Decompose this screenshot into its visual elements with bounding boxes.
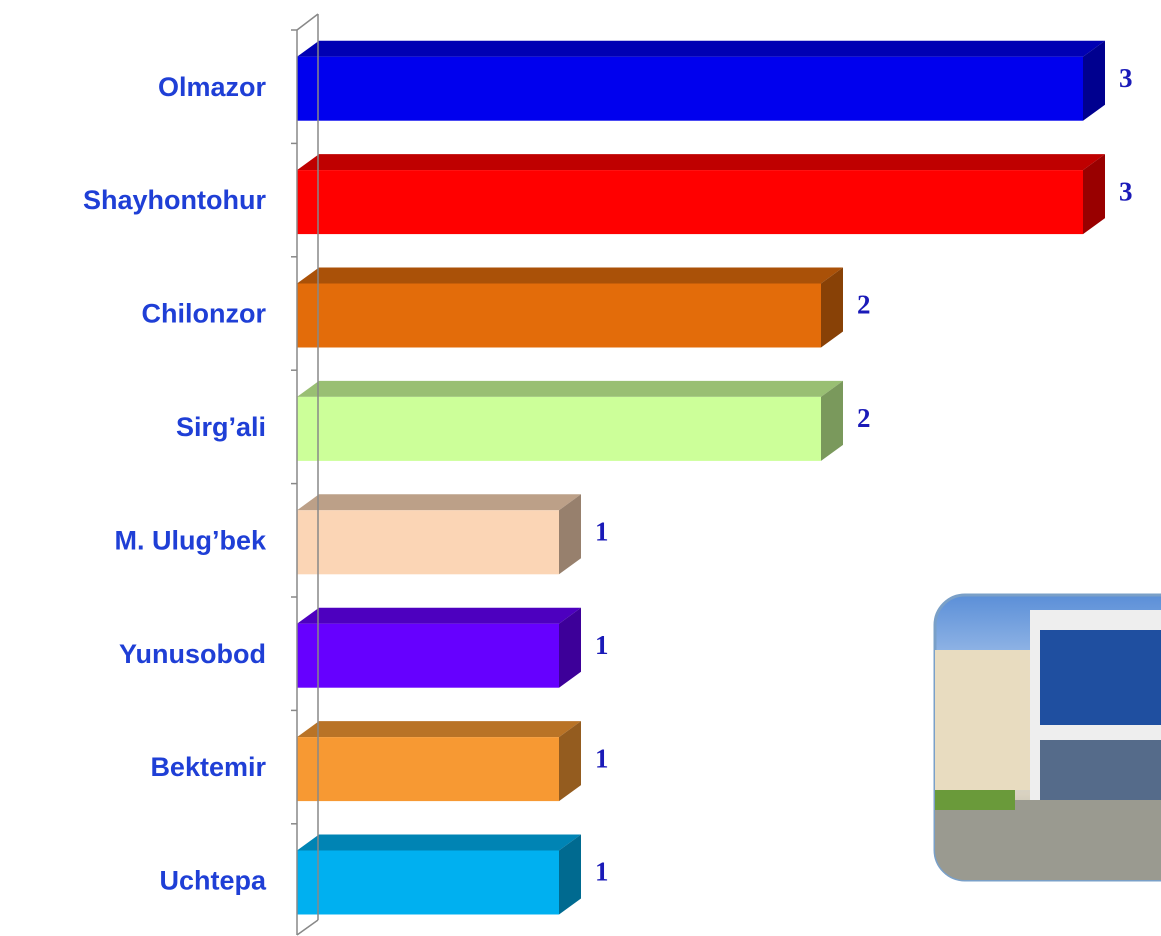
value-label: 3 <box>1119 176 1133 206</box>
category-label: Bektemir <box>150 752 266 782</box>
bar <box>297 284 821 348</box>
chart: 3 Olmazor 3 Shayhontohur 2 Chilonzor 2 Sirg’ali… <box>0 0 1161 936</box>
bar <box>297 851 559 915</box>
value-label: 2 <box>857 403 871 433</box>
value-label: 1 <box>595 743 609 773</box>
bar-top <box>297 381 843 397</box>
bar-top <box>297 494 581 510</box>
bar-top <box>297 268 843 284</box>
bar <box>297 170 1083 234</box>
value-label: 1 <box>595 630 609 660</box>
category-label: Olmazor <box>158 72 267 102</box>
bar-top <box>297 41 1105 57</box>
axis-wall <box>297 920 318 935</box>
category-label: Yunusobod <box>119 639 266 669</box>
category-label: M. Ulug’bek <box>114 525 266 555</box>
bar-top <box>297 721 581 737</box>
bar <box>297 397 821 461</box>
building-photo <box>935 595 1161 880</box>
bar <box>297 57 1083 121</box>
bar-top <box>297 835 581 851</box>
value-label: 1 <box>595 857 609 887</box>
category-label: Uchtepa <box>159 866 267 896</box>
bar <box>297 510 559 574</box>
value-label: 2 <box>857 290 871 320</box>
bar <box>297 737 559 801</box>
bar <box>297 624 559 688</box>
value-label: 1 <box>595 517 609 547</box>
category-label: Chilonzor <box>142 299 267 329</box>
category-label: Shayhontohur <box>83 185 266 215</box>
bar-top <box>297 608 581 624</box>
value-label: 3 <box>1119 63 1133 93</box>
bar-top <box>297 154 1105 170</box>
axis-wall <box>297 14 318 30</box>
category-label: Sirg’ali <box>176 412 266 442</box>
